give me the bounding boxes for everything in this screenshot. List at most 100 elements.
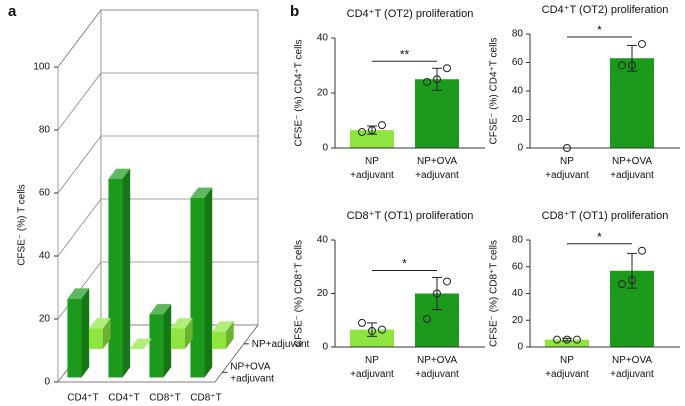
x-tick-label-line: +adjuvant [350,369,394,380]
data-point [433,289,441,298]
y-tick-label: 20 [512,315,524,326]
bar [88,328,103,349]
bar [170,328,185,349]
data-point [443,277,451,286]
x-tick-label-line: NP [365,156,379,167]
error-bar [627,44,637,72]
x-tick-label: CD8⁺T [149,393,180,404]
bar-side-shade [122,168,131,378]
data-point [443,64,451,73]
legend-label: NP+adjuvant [252,338,310,349]
error-bar [627,252,637,289]
x-tick-label: NP+OVA +adjuvant [610,156,654,181]
y-axis-label: CFSE⁻ (%) CD4⁺T cells [294,39,305,146]
y-tick-label: 40 [512,86,524,97]
chart-title: CD8⁺T (OT1) proliferation [542,210,669,222]
bar-side-shade [184,318,193,349]
bar [211,331,226,349]
data-point [378,325,386,334]
x-tick-label-line: +adjuvant [350,170,394,181]
bar-side [204,187,213,378]
x-tick-label-line: +adjuvant [545,369,589,380]
data-point [638,246,646,255]
data-point [618,280,626,289]
bar-top [108,168,131,179]
panel-label: b [290,3,299,20]
grid-line [57,9,102,68]
y-tick-label: 100 [33,62,50,73]
data-point [423,78,431,86]
significance-label: * [597,230,602,244]
x-tick-label: NP+OVA +adjuvant [415,355,459,380]
bar-top [149,304,172,315]
x-tick-label: CD8⁺T [190,393,221,404]
grid-line [57,72,102,131]
data-point [358,318,366,327]
y-tick-label: 20 [317,88,329,99]
x-tick-label: NP +adjuvant [350,355,394,380]
bar-side [102,318,111,349]
y-tick-label: 20 [39,314,51,325]
y-tick-label: 80 [39,125,51,136]
data-point [423,314,431,323]
x-tick-label-line: +adjuvant [415,369,459,380]
x-tick-label: NP+OVA +adjuvant [415,156,459,181]
legend-label: NP+OVA +adjuvant [230,361,274,384]
bar-top-shade [211,321,234,332]
significance-label: * [402,257,407,271]
chart-title: CD4⁺T (OT2) proliferation [347,8,474,20]
data-point [563,335,571,344]
bar-top-shade [67,288,90,299]
bar-side [122,168,131,378]
y-tick-label: 0 [517,143,523,154]
bar-top [211,321,234,332]
y-tick-label: 20 [317,288,329,299]
chart-title: CD8⁺T (OT1) proliferation [347,210,474,222]
y-tick-label: 40 [512,288,524,299]
data-point [628,276,636,285]
data-point [573,335,581,344]
bar-side-shade [225,321,234,349]
bar-side-shade [81,288,90,378]
bar-top-shade [190,187,213,198]
bar [108,178,123,378]
chart-title: CD4⁺T (OT2) proliferation [542,4,669,16]
panel-label: a [8,3,17,20]
grid-line [57,135,102,194]
bar-top [170,318,193,329]
bar [350,130,394,148]
error-bar [432,67,442,91]
bar-side [163,304,172,378]
bar [190,197,205,378]
y-tick-label: 0 [322,143,328,154]
bar [350,329,394,347]
bar-side-shade [163,304,172,378]
y-tick-label: 40 [39,251,51,262]
x-tick-label-line: NP [560,355,574,366]
bar-top-shade [170,318,193,329]
x-tick-label-line: +adjuvant [545,170,589,181]
data-point [618,61,626,70]
bar [67,298,82,378]
x-tick-label: NP +adjuvant [545,355,589,380]
y-tick-label: 60 [512,57,524,68]
y-tick-label: 60 [512,261,524,272]
data-point [553,335,561,344]
y-tick-label: 60 [39,188,51,199]
y-tick-label: 0 [322,342,328,353]
y-tick-label: 0 [517,342,523,353]
x-tick-label: CD4⁺T [67,393,98,404]
significance-label: ** [400,47,410,61]
legend-label-line: NP+adjuvant [252,338,310,349]
x-tick-label-line: +adjuvant [415,170,459,181]
x-tick-label-line: NP+OVA [417,156,457,167]
data-point [358,128,366,137]
grid-line [57,198,102,257]
x-tick-label-line: +adjuvant [610,369,654,380]
y-axis-label: CFSE⁻ (%) CD4⁺T cells [489,37,500,144]
x-tick-label: NP +adjuvant [350,156,394,181]
bar-side-shade [204,187,213,378]
x-tick-label-line: NP [365,355,379,366]
legend-label-line: NP+OVA [230,361,270,372]
